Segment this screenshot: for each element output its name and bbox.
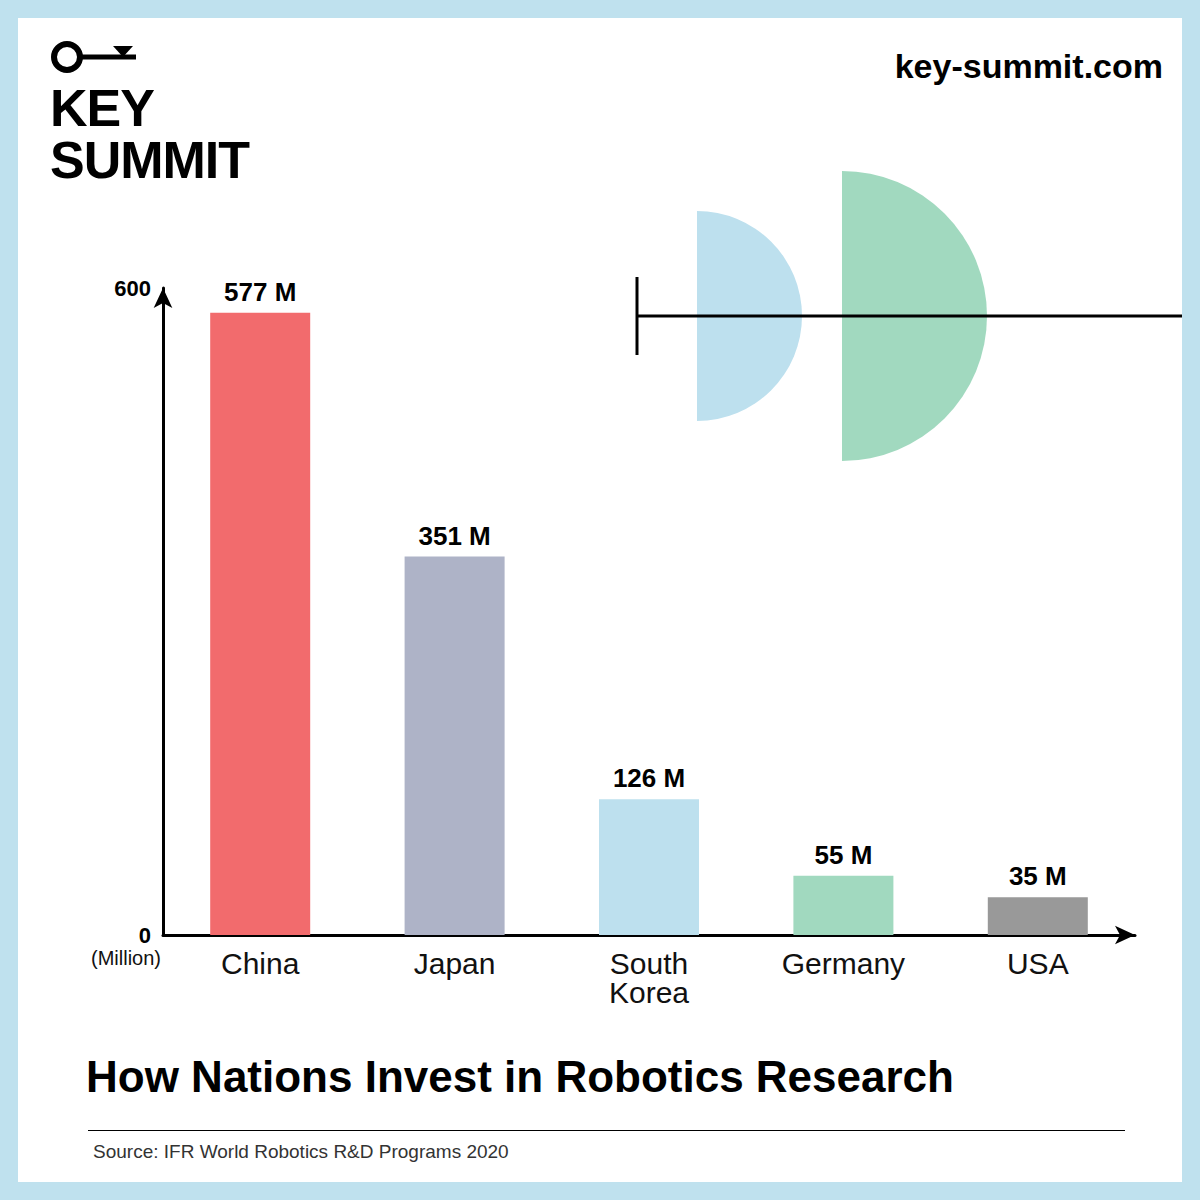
svg-text:600: 600 [114,276,151,301]
svg-text:China: China [221,947,300,980]
svg-text:577 M: 577 M [224,277,296,307]
html-text:key-summit.com: key-summit.com [894,47,1163,85]
svg-text:35 M: 35 M [1009,861,1067,891]
html-text:Source: IFR World Robotics R&D: Source: IFR World Robotics R&D Programs … [93,1141,509,1162]
html-text:KEY SUMMIT: KEY SUMMIT [50,79,250,189]
svg-text:USA: USA [1007,947,1069,980]
svg-text:Germany: Germany [782,947,905,980]
svg-text:Japan: Japan [414,947,496,980]
svg-text:0: 0 [139,923,151,948]
svg-text:South: South [609,947,689,980]
html-text:(Million): (Million) [91,947,161,969]
html-text:How Nations Invest in Robotics: How Nations Invest in Robotics Research [86,1052,954,1101]
svg-text:55 M: 55 M [814,840,872,870]
svg-text:126 M: 126 M [613,763,685,793]
svg-text:Korea: Korea [609,976,689,1009]
svg-text:351 M: 351 M [418,521,490,551]
